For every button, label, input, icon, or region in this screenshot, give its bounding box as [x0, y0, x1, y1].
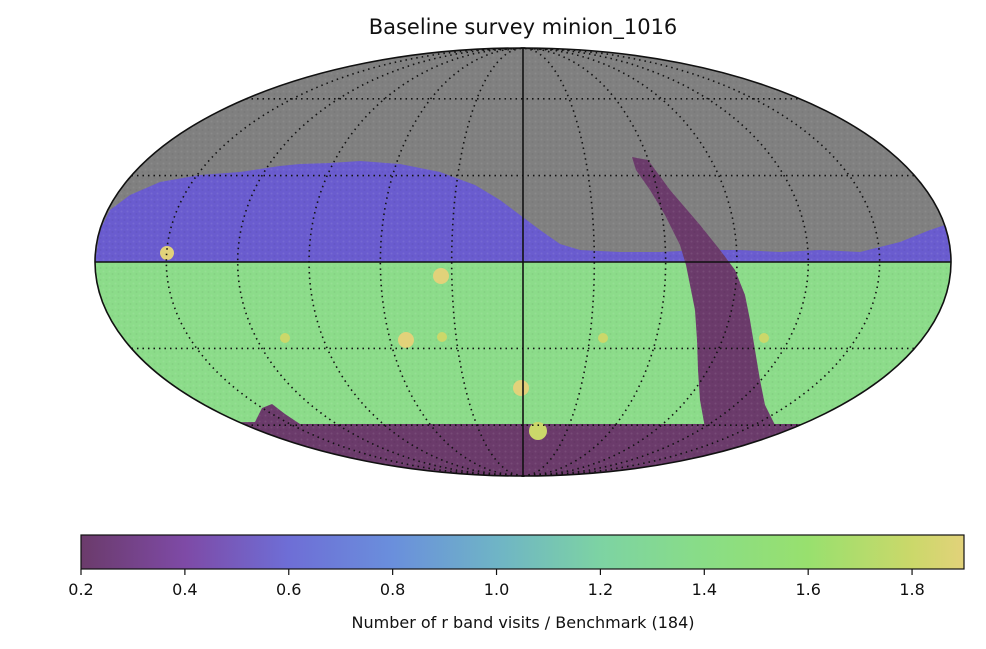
- meridian-line: [522, 47, 596, 477]
- deep-drilling-field: [160, 246, 174, 260]
- deep-drilling-field: [433, 268, 449, 284]
- colorbar-label: Number of r band visits / Benchmark (184…: [352, 613, 695, 632]
- meridian-line: [522, 47, 881, 477]
- survey-texture: [95, 48, 951, 476]
- colorbar-tick-label: 1.4: [692, 580, 717, 599]
- meridian-line: [165, 47, 524, 477]
- meridian-line: [522, 47, 810, 477]
- deep-drilling-field: [280, 333, 290, 343]
- colorbar-tick-label: 0.6: [276, 580, 301, 599]
- deep-drilling-field: [513, 380, 529, 396]
- sky-map: [95, 48, 951, 476]
- map-boundary: [94, 47, 952, 477]
- colorbar-tick-label: 0.4: [172, 580, 197, 599]
- deep-drilling-field: [598, 333, 608, 343]
- colorbar: [80, 534, 965, 570]
- colorbar-tick-label: 1.8: [899, 580, 924, 599]
- colorbar-tick-label: 1.0: [484, 580, 509, 599]
- chart-title: Baseline survey minion_1016: [369, 15, 678, 40]
- colorbar-tick-label: 0.8: [380, 580, 405, 599]
- meridian-line: [236, 47, 524, 477]
- deep-drilling-field: [398, 332, 414, 348]
- colorbar-tick-label: 0.2: [68, 580, 93, 599]
- meridian-line: [450, 47, 524, 477]
- colorbar-tick-label: 1.2: [588, 580, 613, 599]
- colorbar-ticks: 0.2 0.4 0.6 0.8 1.0 1.2 1.4 1.6 1.8: [68, 569, 925, 599]
- deep-drilling-field: [437, 332, 447, 342]
- deep-drilling-field: [759, 333, 769, 343]
- meridian-line: [379, 47, 524, 477]
- deep-drilling-fields: [160, 246, 769, 440]
- deep-drilling-field: [529, 422, 547, 440]
- colorbar-tick-label: 1.6: [795, 580, 820, 599]
